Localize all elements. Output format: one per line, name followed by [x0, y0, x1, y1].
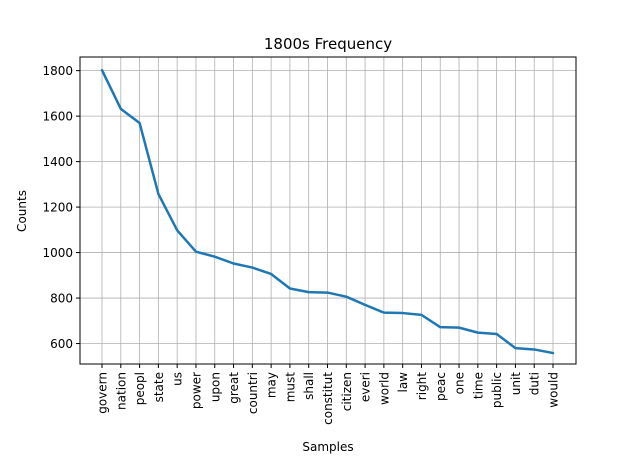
y-tick-label: 600: [50, 337, 73, 351]
y-axis-ticks: 600 800 1000 1200 1400 1600 1800: [42, 64, 80, 351]
x-tick-label: everi: [359, 372, 373, 402]
x-tick-label: peopl: [133, 372, 147, 405]
x-tick-label: duti: [528, 372, 542, 395]
x-tick-label: power: [189, 372, 203, 409]
y-tick-label: 1400: [42, 155, 73, 169]
x-tick-label: shall: [302, 372, 316, 400]
plot-area: [80, 57, 576, 364]
x-tick-label: great: [227, 372, 241, 404]
x-tick-label: peac: [434, 372, 448, 401]
y-axis-label: Counts: [15, 190, 29, 232]
series-line: [100, 68, 555, 355]
x-gridlines: [101, 57, 554, 364]
x-tick-label: countri: [246, 372, 260, 414]
y-tick-label: 1600: [42, 110, 73, 124]
x-tick-label: state: [152, 372, 166, 402]
x-tick-label: public: [490, 372, 504, 408]
x-axis-label: Samples: [302, 440, 353, 454]
x-tick-label: time: [471, 372, 485, 399]
x-tick-label: one: [453, 372, 467, 394]
x-tick-label: govern: [96, 372, 110, 414]
x-tick-label: right: [415, 372, 429, 400]
x-tick-label: us: [171, 372, 185, 386]
x-tick-label: upon: [208, 372, 222, 402]
x-tick-label: law: [396, 372, 410, 393]
x-tick-label: world: [377, 372, 391, 405]
y-tick-label: 1200: [42, 201, 73, 215]
x-axis-ticks: govern nation peopl state us power upon great co…: [96, 364, 561, 425]
chart-title: 1800s Frequency: [264, 35, 392, 53]
y-tick-label: 1000: [42, 246, 73, 260]
y-tick-label: 800: [50, 292, 73, 306]
x-tick-label: may: [265, 372, 279, 398]
x-tick-label: would: [547, 372, 561, 408]
y-gridlines: [80, 70, 576, 344]
x-tick-label: citizen: [340, 372, 354, 411]
x-tick-label: unit: [509, 372, 523, 396]
x-tick-label: nation: [114, 372, 128, 410]
plot-frame: [79, 56, 577, 365]
x-tick-label: must: [283, 372, 297, 403]
y-tick-label: 1800: [42, 64, 73, 78]
x-tick-label: constitut: [321, 372, 335, 425]
